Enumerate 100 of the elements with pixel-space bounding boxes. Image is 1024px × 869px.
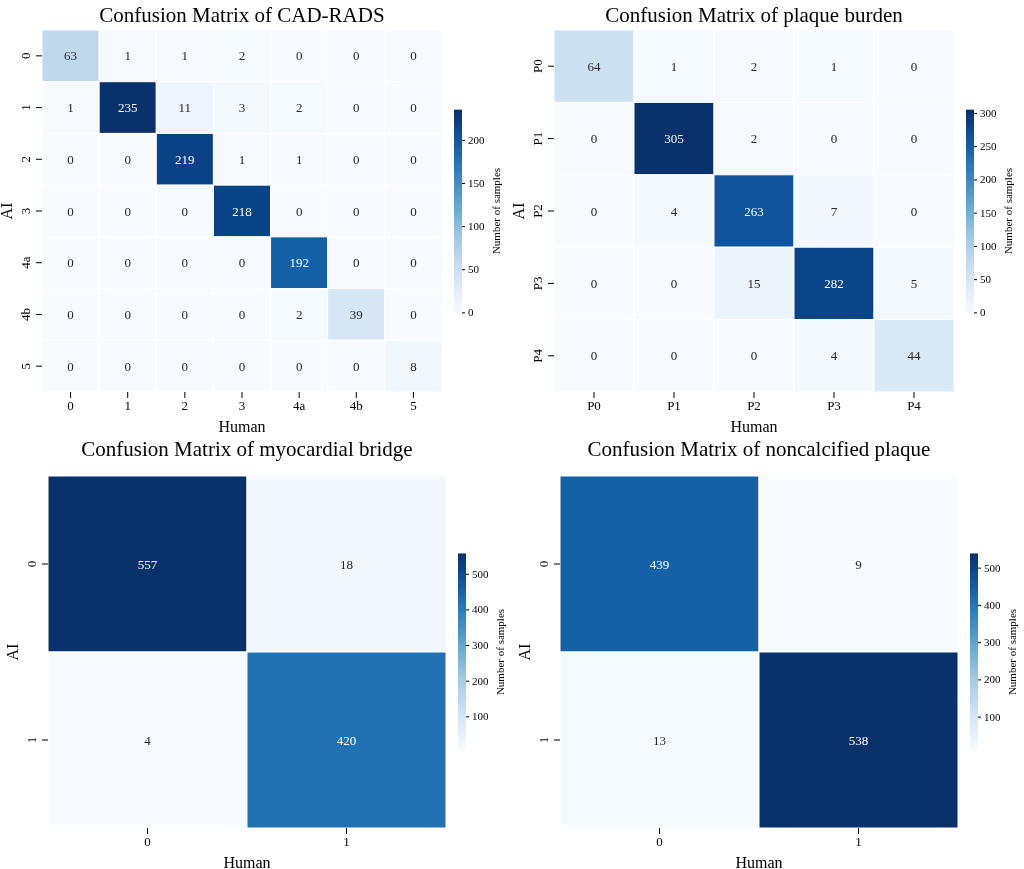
data-label: 0 [238, 306, 246, 322]
data-label: 0 [353, 100, 360, 116]
y-tick-label: 5 [18, 362, 33, 370]
data-label: 263 [744, 203, 764, 219]
data-label: 9 [855, 556, 862, 572]
y-tick-label: 2 [18, 156, 33, 163]
y-tick-label: 1 [18, 104, 33, 111]
y-axis-title: AI [4, 643, 21, 661]
data-label: 15 [747, 275, 761, 291]
x-axis-title: Human [223, 854, 271, 869]
x-tick-label: 1 [124, 398, 131, 414]
data-label: 0 [353, 255, 360, 271]
x-tick-label: 0 [656, 834, 663, 850]
data-label: 0 [295, 203, 303, 219]
data-label: 7 [830, 203, 838, 219]
x-tick-label: P4 [907, 398, 922, 414]
color-bar-title: Number of samples [490, 167, 502, 255]
y-tick-label: P1 [530, 131, 545, 146]
data-label: 1 [124, 48, 131, 64]
data-label: 3 [238, 100, 246, 116]
data-label: 0 [590, 348, 598, 364]
data-label: 0 [295, 48, 303, 64]
data-label: 0 [67, 358, 74, 374]
data-label: 282 [824, 275, 844, 291]
data-label: 0 [353, 203, 360, 219]
data-label: 0 [353, 358, 360, 374]
x-tick-label: 4b [349, 398, 363, 414]
data-label: 538 [848, 732, 869, 748]
color-bar-label: 300 [472, 639, 489, 652]
data-label: 0 [353, 151, 360, 167]
color-bar-label: 0 [980, 306, 986, 319]
x-tick-label: P2 [747, 398, 761, 414]
x-axis-title: Human [735, 854, 783, 869]
data-label: 0 [238, 358, 246, 374]
y-tick-label: 4b [18, 307, 33, 321]
data-label: 0 [295, 358, 303, 374]
data-label: 192 [289, 255, 309, 271]
data-label: 2 [238, 48, 246, 64]
data-label: 0 [181, 255, 189, 271]
x-tick-label: 1 [343, 834, 350, 850]
x-tick-label: P1 [667, 398, 681, 414]
data-label: 557 [137, 556, 158, 572]
y-axis-title: AI [516, 643, 533, 661]
color-bar-label: 200 [984, 673, 1001, 686]
data-label: 219 [175, 151, 195, 167]
data-label: 2 [295, 306, 303, 322]
color-bar-label: 250 [980, 140, 997, 153]
data-label: 0 [590, 275, 598, 291]
data-label: 420 [336, 732, 357, 748]
color-bar-label: 500 [984, 561, 1001, 574]
x-tick-label: 5 [410, 398, 417, 414]
data-label: 0 [910, 203, 918, 219]
data-label: 1 [181, 48, 189, 64]
x-tick-label: 3 [238, 398, 246, 414]
color-bar-title: Number of samples [1002, 167, 1014, 255]
color-bar-label: 0 [468, 306, 474, 319]
data-label: 1 [830, 58, 838, 74]
color-bar-label: 200 [468, 133, 485, 146]
data-label: 0 [67, 306, 74, 322]
data-label: 439 [649, 556, 670, 572]
data-label: 0 [670, 275, 678, 291]
data-label: 305 [664, 131, 684, 147]
data-label: 0 [124, 203, 131, 219]
chart-title: Confusion Matrix of CAD-RADS [99, 3, 385, 27]
data-label: 1 [238, 151, 246, 167]
data-label: 0 [67, 203, 74, 219]
y-tick-label: P4 [530, 348, 545, 363]
data-label: 39 [349, 306, 363, 322]
y-tick-label: 0 [18, 52, 33, 60]
data-label: 18 [340, 556, 353, 572]
x-tick-label: 0 [144, 834, 151, 850]
x-tick-label: 2 [181, 398, 189, 414]
data-label: 11 [178, 100, 192, 116]
data-label: 2 [750, 131, 758, 147]
data-label: 0 [750, 348, 758, 364]
y-tick-label: P2 [530, 204, 545, 218]
data-label: 0 [124, 306, 131, 322]
data-label: 0 [124, 358, 131, 374]
color-bar-label: 50 [468, 263, 480, 276]
data-label: 44 [907, 348, 921, 364]
x-tick-label: 4a [293, 398, 306, 414]
data-label: 5 [910, 275, 918, 291]
data-label: 1 [295, 151, 303, 167]
data-label: 0 [124, 151, 131, 167]
chart-title: Confusion Matrix of myocardial bridge [81, 437, 413, 461]
data-label: 0 [67, 151, 74, 167]
color-bar-title: Number of samples [1006, 608, 1018, 696]
color-bar-label: 150 [468, 176, 485, 189]
data-label: 1 [67, 100, 74, 116]
color-bar-title: Number of samples [494, 608, 506, 696]
color-bar-label: 100 [468, 220, 485, 233]
chart-title: Confusion Matrix of noncalcified plaque [587, 437, 931, 461]
color-bar-label: 50 [980, 273, 992, 286]
data-label: 13 [653, 732, 666, 748]
y-tick-label: P3 [530, 276, 545, 291]
data-label: 0 [910, 58, 918, 74]
data-label: 0 [670, 348, 678, 364]
color-bar-label: 100 [980, 239, 997, 252]
data-label: 63 [64, 48, 78, 64]
x-tick-label: P0 [587, 398, 601, 414]
